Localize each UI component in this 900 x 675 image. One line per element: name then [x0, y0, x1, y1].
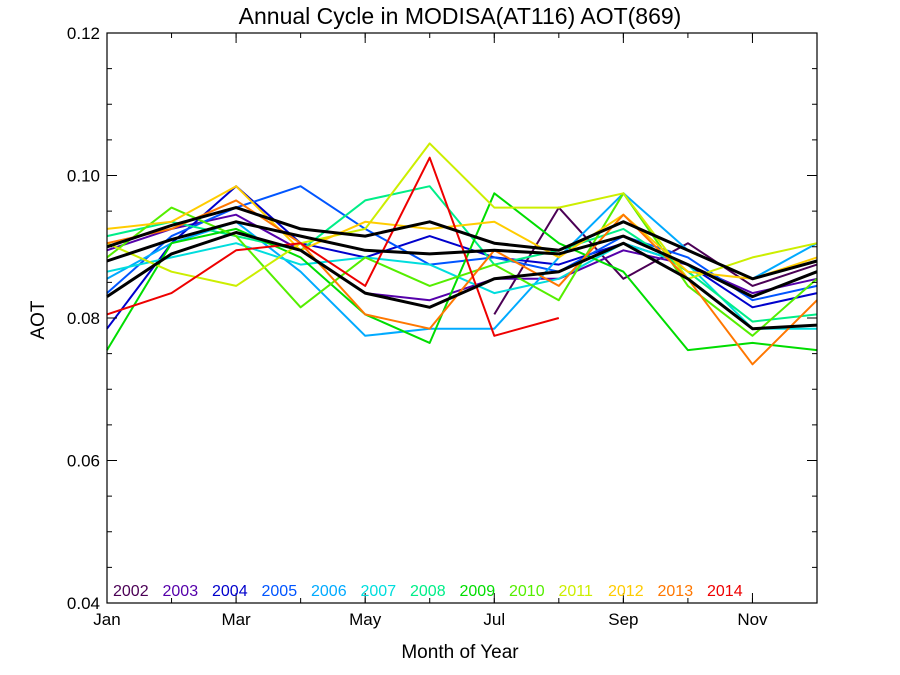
series-line-2005: [106, 185, 818, 302]
y-tick-label: 0.06: [67, 452, 100, 471]
legend-item-2005: 2005: [262, 583, 298, 600]
legend-item-2008: 2008: [410, 583, 446, 600]
series-line-summary-14: [106, 220, 818, 299]
legend-item-2009: 2009: [460, 583, 496, 600]
x-tick-label: May: [349, 610, 382, 629]
legend: 2002 2003 2004 2005 2006 2007 2008 2009 2010 2011…: [113, 583, 743, 600]
legend-item-2011: 2011: [559, 583, 594, 600]
x-tick-label: Jan: [93, 610, 120, 629]
legend-item-2003: 2003: [163, 583, 199, 600]
series-line-2012: [106, 185, 818, 280]
plot-frame: [106, 32, 818, 604]
legend-item-2014: 2014: [707, 583, 743, 600]
series-line-2011: [106, 142, 818, 287]
legend-item-2010: 2010: [509, 583, 545, 600]
x-tick-label: Mar: [221, 610, 251, 629]
x-tick-label: Nov: [737, 610, 768, 629]
series-group: [106, 142, 818, 366]
series-line-2013: [106, 199, 818, 366]
series-line-2014: [106, 156, 560, 337]
x-tick-label: Jul: [483, 610, 505, 629]
y-axis-label: AOT: [28, 300, 49, 339]
legend-item-2006: 2006: [311, 583, 347, 600]
y-tick-label: 0.08: [67, 309, 100, 328]
legend-item-2013: 2013: [658, 583, 694, 600]
chart-title: Annual Cycle in MODISA(AT116) AOT(869): [239, 3, 682, 29]
legend-item-2012: 2012: [608, 583, 644, 600]
y-tick-label: 0.10: [67, 167, 100, 186]
legend-item-2002: 2002: [113, 583, 149, 600]
series-line-summary-13: [106, 231, 818, 331]
ticks-group: Jan Mar May Jul Sep Nov 0.04 0.06 0.08 0.10 0.12: [67, 24, 818, 629]
series-line-summary-15: [106, 206, 818, 281]
series-line-2007: [106, 242, 817, 330]
legend-item-2007: 2007: [361, 583, 397, 600]
y-tick-label: 0.12: [67, 24, 100, 43]
legend-item-2004: 2004: [212, 583, 248, 600]
y-tick-label: 0.04: [67, 594, 100, 613]
x-axis-label: Month of Year: [401, 642, 519, 663]
x-tick-label: Sep: [608, 610, 638, 629]
